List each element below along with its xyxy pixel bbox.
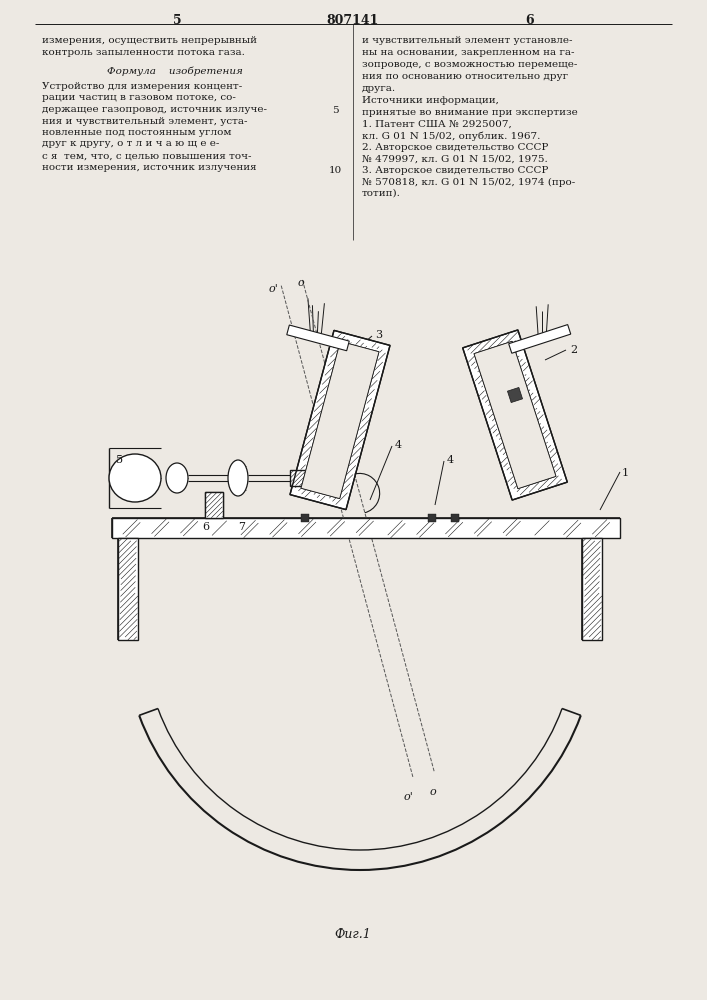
Text: 6: 6 [202, 522, 209, 532]
Text: Формула    изобретения: Формула изобретения [107, 66, 243, 76]
Text: 3: 3 [375, 330, 382, 340]
Bar [301, 514, 309, 522]
Polygon shape [474, 341, 556, 489]
Text: № 570818, кл. G 01 N 15/02, 1974 (про-: № 570818, кл. G 01 N 15/02, 1974 (про- [362, 178, 575, 187]
Text: тотип).: тотип). [362, 189, 401, 198]
Text: 5: 5 [332, 106, 339, 115]
Text: 4: 4 [395, 440, 402, 450]
Text: 2: 2 [570, 345, 577, 355]
Text: с я  тем, что, с целью повышения точ-: с я тем, что, с целью повышения точ- [42, 151, 252, 160]
Text: 5: 5 [173, 14, 181, 27]
Text: № 479997, кл. G 01 N 15/02, 1975.: № 479997, кл. G 01 N 15/02, 1975. [362, 154, 548, 163]
Ellipse shape [109, 454, 161, 502]
Polygon shape [290, 330, 390, 510]
Text: o': o' [269, 284, 278, 294]
Text: зопроводе, с возможностью перемеще-: зопроводе, с возможностью перемеще- [362, 60, 578, 69]
Bar [428, 514, 436, 522]
Text: друга.: друга. [362, 84, 396, 93]
Text: ния и чувствительный элемент, уста-: ния и чувствительный элемент, уста- [42, 116, 247, 125]
Polygon shape [112, 518, 620, 538]
Text: 1: 1 [622, 468, 629, 478]
Polygon shape [287, 325, 349, 351]
Bar [451, 514, 459, 522]
Text: контроль запыленности потока газа.: контроль запыленности потока газа. [42, 48, 245, 57]
Text: Устройство для измерения концент-: Устройство для измерения концент- [42, 82, 243, 91]
Text: ния по основанию относительно друг: ния по основанию относительно друг [362, 72, 568, 81]
Ellipse shape [166, 463, 188, 493]
Polygon shape [474, 341, 556, 489]
Text: новленные под постоянным углом: новленные под постоянным углом [42, 128, 231, 137]
Polygon shape [462, 330, 567, 500]
Text: 2. Авторское свидетельство СССР: 2. Авторское свидетельство СССР [362, 143, 549, 152]
Text: принятые во внимание при экспертизе: принятые во внимание при экспертизе [362, 108, 578, 117]
Text: 1. Патент США № 2925007,: 1. Патент США № 2925007, [362, 120, 512, 129]
Text: держащее газопровод, источник излуче-: держащее газопровод, источник излуче- [42, 105, 267, 114]
Polygon shape [509, 325, 571, 353]
Polygon shape [290, 470, 305, 486]
Text: кл. G 01 N 15/02, опублик. 1967.: кл. G 01 N 15/02, опублик. 1967. [362, 131, 540, 141]
Polygon shape [301, 341, 379, 499]
Text: ны на основании, закрепленном на га-: ны на основании, закрепленном на га- [362, 48, 575, 57]
Text: o: o [429, 787, 436, 797]
Text: 3. Авторское свидетельство СССР: 3. Авторское свидетельство СССР [362, 166, 549, 175]
Polygon shape [301, 341, 379, 499]
Text: 7: 7 [238, 522, 245, 532]
Text: 4: 4 [447, 455, 454, 465]
Text: 10: 10 [328, 166, 341, 175]
Text: o: o [297, 278, 304, 288]
Polygon shape [582, 538, 602, 640]
Text: 807141: 807141 [327, 14, 379, 27]
Text: ности измерения, источник излучения: ности измерения, источник излучения [42, 162, 257, 172]
Text: Фиг.1: Фиг.1 [334, 928, 371, 941]
Text: и чувствительный элемент установле-: и чувствительный элемент установле- [362, 36, 573, 45]
Polygon shape [508, 387, 522, 403]
Polygon shape [118, 538, 138, 640]
Text: друг к другу, о т л и ч а ю щ е е-: друг к другу, о т л и ч а ю щ е е- [42, 139, 219, 148]
Text: измерения, осуществить непрерывный: измерения, осуществить непрерывный [42, 36, 257, 45]
Text: o': o' [404, 792, 413, 802]
Polygon shape [205, 492, 223, 518]
Ellipse shape [228, 460, 248, 496]
Text: 5: 5 [116, 455, 123, 465]
Text: рации частиц в газовом потоке, со-: рации частиц в газовом потоке, со- [42, 94, 236, 103]
Text: Источники информации,: Источники информации, [362, 96, 499, 105]
Text: 6: 6 [526, 14, 534, 27]
